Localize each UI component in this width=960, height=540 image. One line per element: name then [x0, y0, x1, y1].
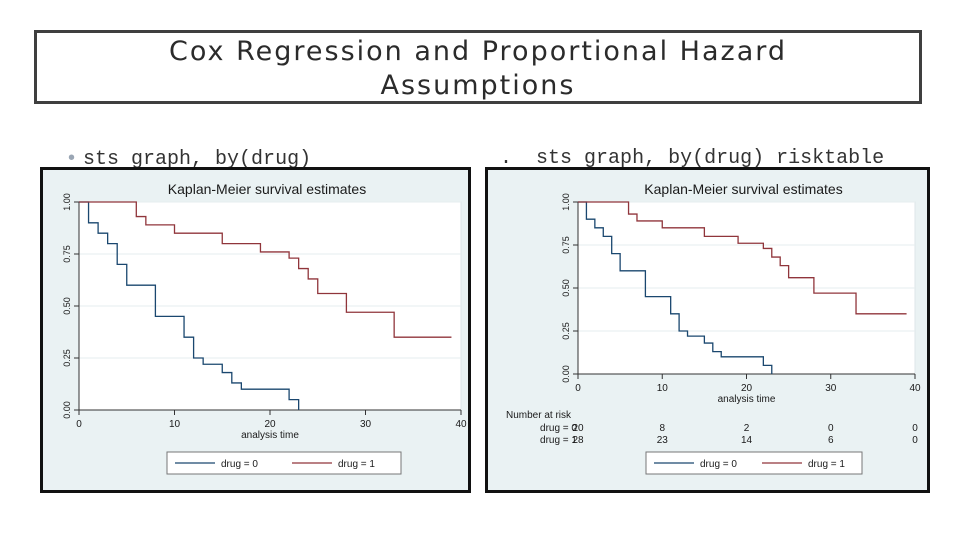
y-tick-label: 1.00 [62, 193, 72, 211]
y-tick-label: 0.50 [62, 297, 72, 315]
x-tick-label: 30 [360, 419, 372, 430]
legend-box [645, 451, 863, 475]
x-tick-label: 40 [455, 419, 467, 430]
y-tick-label: 0.75 [561, 236, 571, 254]
legend-label: drug = 0 [221, 459, 258, 470]
risktable-value: 2 [744, 423, 750, 434]
risktable-value: 14 [741, 435, 753, 446]
risktable-value: 0 [828, 423, 834, 434]
km-chart-left: Kaplan-Meier survival estimates 0.00 0.25 0… [62, 181, 467, 475]
x-tick-label: 20 [741, 383, 753, 394]
slide-title-line1: Cox Regression and Proportional Hazard [168, 36, 788, 67]
bullet-right-marker: . [500, 147, 513, 170]
legend-label: drug = 1 [808, 459, 845, 470]
risktable-value: 20 [572, 423, 584, 434]
x-tick-label: 0 [76, 419, 82, 430]
survival-curve-drug-1 [79, 201, 452, 338]
km-chart-right: Kaplan-Meier survival estimates 0.00 0.25 0… [506, 181, 921, 475]
risktable-value: 6 [828, 435, 834, 446]
risktable-value: 28 [572, 435, 584, 446]
risktable-value: 0 [912, 423, 918, 434]
risktable-row-label: drug = 1 [540, 435, 577, 446]
legend-label: drug = 1 [338, 459, 375, 470]
km-chart-panel-left: Kaplan-Meier survival estimates 0.00 0.25 0… [40, 167, 471, 493]
risktable-header: Number at risk [506, 410, 572, 421]
chart-title: Kaplan-Meier survival estimates [644, 181, 842, 197]
slide-title: Cox Regression and Proportional Hazard A… [37, 35, 919, 103]
x-tick-label: 30 [825, 383, 837, 394]
x-tick-label: 20 [264, 419, 276, 430]
x-tick-label: 10 [169, 419, 181, 430]
slide-title-line2: Assumptions [380, 70, 576, 101]
x-tick-label: 40 [909, 383, 921, 394]
y-tick-label: 0.25 [561, 322, 571, 340]
x-tick-label: 10 [657, 383, 669, 394]
y-tick-label: 0.00 [561, 365, 571, 383]
risktable-value: 8 [659, 423, 665, 434]
bullet-dot-icon: • [68, 147, 76, 169]
bullet-left-text: sts graph, by(drug) [83, 148, 312, 171]
survival-curve-drug-1 [578, 201, 907, 315]
chart-title: Kaplan-Meier survival estimates [168, 181, 366, 197]
survival-curve-drug-0 [578, 201, 773, 374]
risktable-value: 0 [912, 435, 918, 446]
risktable-value: 23 [657, 435, 669, 446]
risktable-row-label: drug = 0 [540, 423, 577, 434]
x-axis-label: analysis time [241, 430, 299, 441]
y-tick-label: 1.00 [561, 193, 571, 211]
y-tick-label: 0.25 [62, 349, 72, 367]
km-chart-panel-right: Kaplan-Meier survival estimates 0.00 0.25 0… [485, 167, 930, 493]
x-tick-label: 0 [575, 383, 581, 394]
y-tick-label: 0.50 [561, 279, 571, 297]
y-tick-label: 0.75 [62, 245, 72, 263]
slide-title-box: Cox Regression and Proportional Hazard A… [34, 30, 922, 104]
survival-curve-drug-0 [79, 201, 300, 410]
x-axis-label: analysis time [718, 394, 776, 405]
y-tick-label: 0.00 [62, 401, 72, 419]
bullet-right: . sts graph, by(drug) risktable [476, 124, 884, 170]
legend-label: drug = 0 [700, 459, 737, 470]
legend-box [166, 451, 402, 475]
bullet-right-text: sts graph, by(drug) risktable [536, 147, 885, 170]
bullet-left: • sts graph, by(drug) [44, 124, 311, 171]
